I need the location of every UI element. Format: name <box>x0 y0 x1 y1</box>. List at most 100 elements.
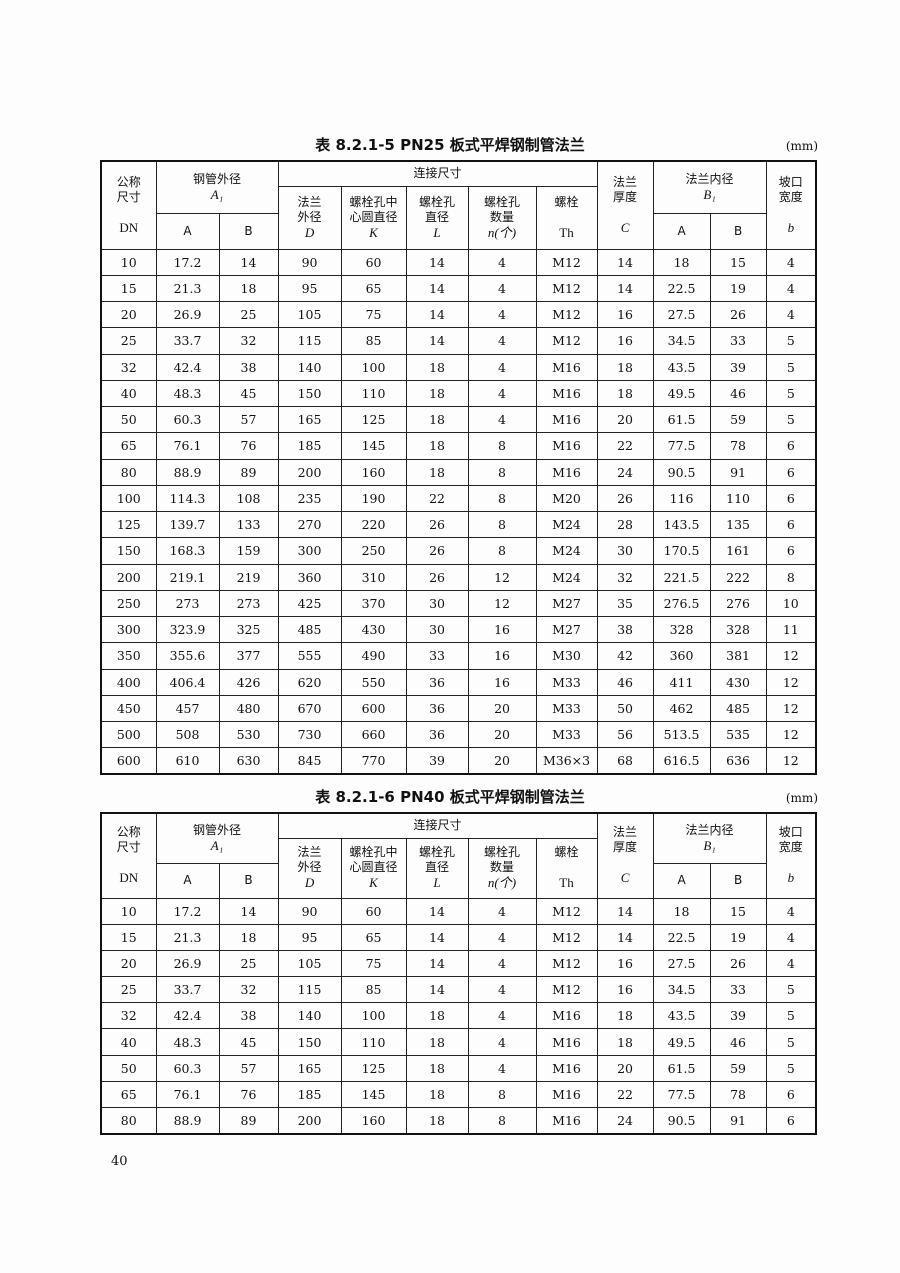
table-cell: 90 <box>277 248 342 276</box>
table-cell: 26 <box>596 484 654 513</box>
table-cell: 18 <box>405 1106 469 1135</box>
table-row: 20 26.9 25 105 75 14 4 M12 16 27.5 26 4 <box>100 949 817 978</box>
table-cell: 26 <box>709 300 767 329</box>
table-cell: 8 <box>467 484 537 513</box>
table-cell: M33 <box>535 694 598 723</box>
table-cell: 65 <box>100 432 157 460</box>
table-cell: 46 <box>709 1028 767 1056</box>
table-cell: 30 <box>596 537 654 565</box>
header-flange-od: 法兰 外径 D <box>277 837 342 899</box>
header-label: 公称 尺寸 <box>116 174 141 204</box>
table-cell: 42 <box>596 642 654 670</box>
table-cell: 28 <box>596 510 654 539</box>
table-cell: 26.9 <box>155 300 220 329</box>
table-row: 20 26.9 25 105 75 14 4 M12 16 27.5 26 4 <box>100 300 817 329</box>
header-bolt-hole-count: 螺栓孔 数量 n(个) <box>467 185 537 250</box>
table-cell: 18 <box>405 405 469 434</box>
table-row: 80 88.9 89 200 160 18 8 M16 24 90.5 91 6 <box>100 458 817 486</box>
header-label: 法兰 外径 <box>297 845 322 874</box>
pn40-flange-table: 公称 尺寸 DN 钢管外径 A₁ 连接尺寸 法兰 厚度 C 法兰内径 B₁ 坡口 宽度 b… <box>100 812 818 1135</box>
table-cell: M27 <box>535 589 598 618</box>
table-cell: 114.3 <box>155 484 220 513</box>
table-cell: 25 <box>218 300 279 329</box>
table-cell: 426 <box>218 668 279 696</box>
table-body: 10 17.2 14 90 60 14 4 M12 14 18 15 4 15 21.3 18 95 65 14 4… <box>100 248 817 775</box>
header-bolt: 螺栓 Th <box>535 837 598 899</box>
table-cell: M16 <box>535 1080 598 1109</box>
table-cell: 161 <box>709 537 767 565</box>
header-bevel-width: 坡口 宽度 b <box>765 812 817 899</box>
table-cell: 105 <box>277 949 342 978</box>
header-flange-od: 法兰 外径 D <box>277 185 342 250</box>
header-symbol: D <box>304 224 315 240</box>
table-cell: 33 <box>709 976 767 1004</box>
table-cell: M30 <box>535 642 598 670</box>
table-cell: 14 <box>218 248 279 276</box>
table-cell: 4 <box>467 923 537 951</box>
table-cell: 85 <box>340 976 407 1004</box>
header-label: 螺栓孔 数量 <box>484 845 521 874</box>
table-row: 600 610 630 845 770 39 20 M36×3 68 616.5 636 12 <box>100 747 817 775</box>
table-cell: 21.3 <box>155 274 220 303</box>
table-row: 200 219.1 219 360 310 26 12 M24 32 221.5 222 8 <box>100 563 817 591</box>
table-cell: 300 <box>277 537 342 565</box>
table-cell: 39 <box>709 1002 767 1030</box>
table-cell: 4 <box>467 327 537 355</box>
table-cell: 165 <box>277 1054 342 1082</box>
table-cell: 91 <box>709 1106 767 1135</box>
table-cell: 4 <box>765 248 817 276</box>
table-cell: 325 <box>218 615 279 644</box>
table-cell: 22 <box>405 484 469 513</box>
table-cell: 100 <box>100 484 157 513</box>
table-cell: 16 <box>596 949 654 978</box>
table-cell: M16 <box>535 1106 598 1135</box>
table-cell: 38 <box>218 353 279 381</box>
table-cell: 16 <box>596 300 654 329</box>
header-a: A <box>155 212 220 250</box>
table-cell: 14 <box>405 327 469 355</box>
table-cell: 18 <box>405 432 469 460</box>
header-bolt-hole-count: 螺栓孔 数量 n(个) <box>467 837 537 899</box>
table-cell: M33 <box>535 720 598 749</box>
table-cell: M16 <box>535 432 598 460</box>
table-cell: 36 <box>405 668 469 696</box>
table-cell: 43.5 <box>652 353 711 381</box>
table-cell: 18 <box>652 248 711 276</box>
table-cell: 20 <box>596 1054 654 1082</box>
table-cell: 18 <box>596 1002 654 1030</box>
header-bolt-hole-dia: 螺栓孔 直径 L <box>405 185 469 250</box>
header-bevel-width: 坡口 宽度 b <box>765 160 817 250</box>
table-cell: 46 <box>709 379 767 408</box>
table-cell: 40 <box>100 379 157 408</box>
table-cell: M24 <box>535 563 598 591</box>
table-cell: 20 <box>100 949 157 978</box>
table-cell: 8 <box>467 458 537 486</box>
table-cell: 48.3 <box>155 379 220 408</box>
table-cell: 350 <box>100 642 157 670</box>
table-cell: 16 <box>467 615 537 644</box>
table-cell: 14 <box>596 274 654 303</box>
table-cell: 39 <box>405 747 469 775</box>
table-row: 40 48.3 45 150 110 18 4 M16 18 49.5 46 5 <box>100 379 817 408</box>
table-cell: 36 <box>405 694 469 723</box>
table-cell: 100 <box>340 353 407 381</box>
table-cell: 12 <box>467 563 537 591</box>
table-cell: 480 <box>218 694 279 723</box>
table-cell: 100 <box>340 1002 407 1030</box>
table-cell: 20 <box>596 405 654 434</box>
table-cell: 620 <box>277 668 342 696</box>
table-cell: 140 <box>277 353 342 381</box>
table-cell: 20 <box>100 300 157 329</box>
table-cell: 110 <box>709 484 767 513</box>
header-nominal-size: 公称 尺寸 DN <box>100 160 157 250</box>
table-cell: 610 <box>155 747 220 775</box>
table-cell: 220 <box>340 510 407 539</box>
table-cell: 6 <box>765 484 817 513</box>
table-cell: 115 <box>277 327 342 355</box>
table-cell: 80 <box>100 458 157 486</box>
table-cell: 430 <box>340 615 407 644</box>
header-symbol: A₁ <box>210 186 224 202</box>
table-cell: 6 <box>765 1106 817 1135</box>
table-cell: 490 <box>340 642 407 670</box>
table-cell: 125 <box>100 510 157 539</box>
